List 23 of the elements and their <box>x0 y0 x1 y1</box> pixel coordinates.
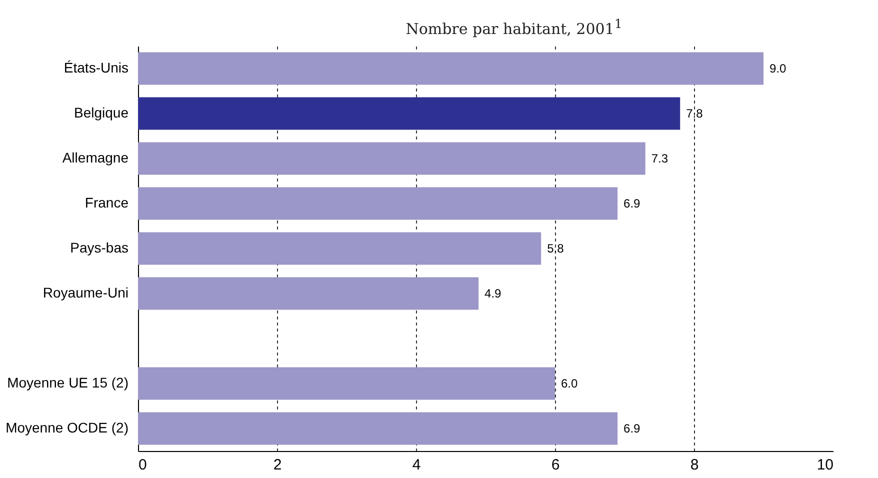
data-label: 6.0 <box>561 376 578 390</box>
y-tick-label: Allemagne <box>62 150 129 166</box>
data-label: 7.8 <box>686 106 704 120</box>
x-tick-label: 6 <box>551 456 560 474</box>
chart-subtitle: Nombre par habitant, 2001$^{1}$ <box>404 15 624 40</box>
y-tick-label: Moyenne UE 15 (2) <box>7 374 128 390</box>
x-tick-label: 4 <box>412 456 421 474</box>
data-label: 4.9 <box>484 286 502 300</box>
y-tick-label: Pays-bas <box>70 240 128 256</box>
x-tick-label: 0 <box>138 456 147 474</box>
y-tick-label: Royaume-Uni <box>42 284 128 300</box>
x-tick-label: 2 <box>273 456 282 474</box>
y-tick-label: France <box>84 194 129 210</box>
data-label: 6.9 <box>624 422 641 436</box>
data-label: 6.9 <box>624 196 641 210</box>
x-tick-label: 8 <box>690 456 699 474</box>
data-label: 5.8 <box>547 242 564 256</box>
y-tick-label: États-Unis <box>64 60 128 76</box>
x-tick-label: 10 <box>816 456 834 474</box>
y-tick-label: Moyenne OCDE (2) <box>6 420 128 436</box>
data-label: 7.3 <box>651 152 668 166</box>
y-tick-label: Belgique <box>74 104 129 120</box>
data-label: 9.0 <box>770 62 787 76</box>
